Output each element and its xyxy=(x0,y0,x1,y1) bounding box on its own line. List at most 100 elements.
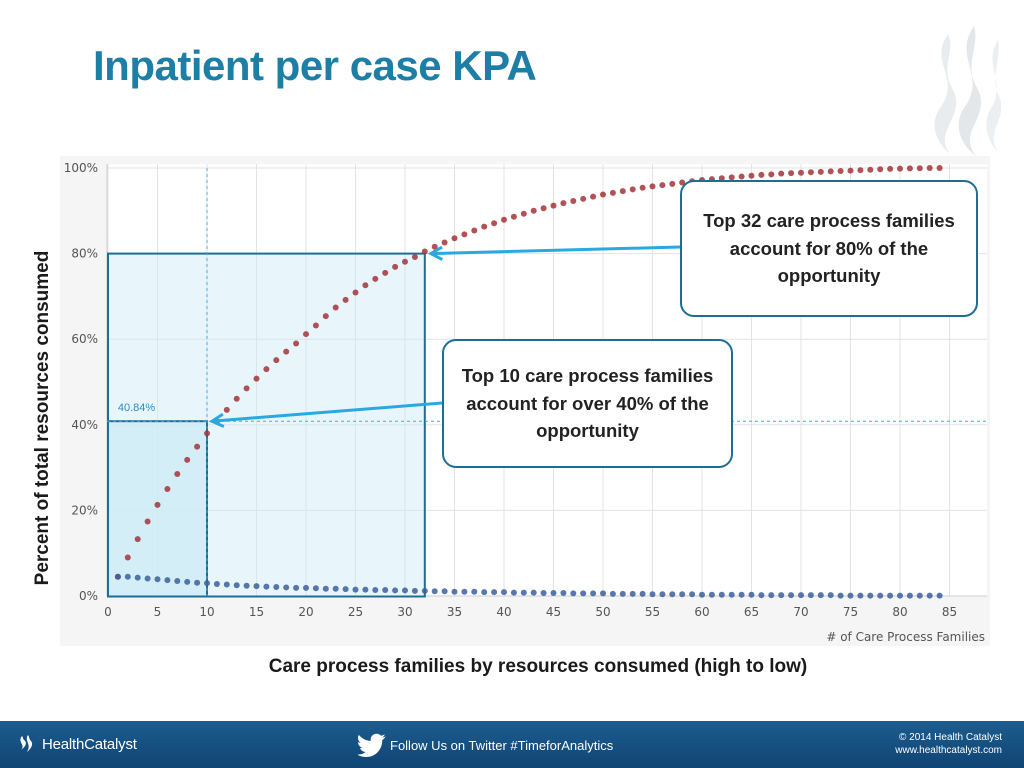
individual-point xyxy=(303,584,309,591)
cumulative-point xyxy=(649,183,656,190)
cumulative-point xyxy=(916,165,923,172)
cumulative-point xyxy=(768,171,775,178)
individual-point xyxy=(431,588,438,595)
x-tick-label: 60 xyxy=(694,605,709,619)
cumulative-point xyxy=(550,202,557,209)
cumulative-point xyxy=(897,165,903,172)
x-tick-label: 15 xyxy=(249,605,264,619)
cumulative-point xyxy=(481,223,488,230)
health-catalyst-logo[interactable]: HealthCatalyst xyxy=(16,734,137,754)
individual-point xyxy=(877,592,884,599)
y-tick-label: 20% xyxy=(71,503,98,517)
individual-point xyxy=(600,590,606,597)
x-tick-label: 40 xyxy=(496,605,511,619)
flame-logo-icon xyxy=(934,26,1002,156)
cumulative-point xyxy=(748,172,755,179)
callout-arrows xyxy=(208,245,681,428)
individual-point xyxy=(708,591,715,598)
cumulative-point xyxy=(441,239,448,246)
cumulative-point xyxy=(461,231,468,238)
twitter-bird-icon xyxy=(358,733,386,757)
x-axis-label: Care process families by resources consu… xyxy=(268,656,808,677)
cumulative-point xyxy=(223,406,230,413)
cumulative-point xyxy=(154,501,161,508)
individual-point xyxy=(629,590,636,597)
individual-point xyxy=(817,592,824,599)
individual-point xyxy=(906,592,913,599)
y-tick-label: 80% xyxy=(71,247,98,261)
individual-point xyxy=(312,585,319,592)
individual-point xyxy=(392,587,399,594)
individual-point xyxy=(273,584,280,591)
cumulative-point xyxy=(204,430,210,437)
individual-point xyxy=(481,589,488,596)
individual-point xyxy=(659,591,666,598)
cumulative-point xyxy=(491,220,498,227)
x-axis-caption: # of Care Process Families xyxy=(826,630,985,644)
x-tick-label: 10 xyxy=(199,605,214,619)
individual-point xyxy=(322,585,329,592)
cumulative-point xyxy=(362,282,369,289)
cumulative-point xyxy=(233,395,240,402)
individual-point xyxy=(649,591,656,598)
cumulative-point xyxy=(510,213,517,220)
cumulative-point xyxy=(807,169,814,176)
individual-point xyxy=(798,592,804,599)
individual-point xyxy=(372,587,379,594)
cumulative-point xyxy=(609,189,616,196)
individual-point xyxy=(897,592,903,599)
copyright-line: © 2014 Health Catalyst xyxy=(899,732,1002,743)
individual-point xyxy=(510,589,517,596)
cumulative-point xyxy=(877,166,884,173)
y-tick-label: 100% xyxy=(64,161,98,175)
cumulative-point xyxy=(669,180,676,187)
cumulative-point xyxy=(303,331,309,338)
individual-point xyxy=(283,584,290,591)
individual-point xyxy=(491,589,498,596)
individual-point xyxy=(738,591,745,598)
individual-point xyxy=(461,588,468,595)
individual-point xyxy=(402,587,408,594)
cumulative-point xyxy=(659,182,666,189)
website-link[interactable]: www.healthcatalyst.com xyxy=(895,745,1002,756)
individual-point xyxy=(689,591,696,598)
cumulative-point xyxy=(857,167,864,174)
x-tick-label: 65 xyxy=(744,605,759,619)
x-tick-label: 30 xyxy=(397,605,412,619)
y-tick-label: 0% xyxy=(79,589,98,603)
individual-point xyxy=(768,592,775,599)
twitter-follow[interactable]: Follow Us on Twitter #TimeforAnalytics xyxy=(358,732,613,758)
cumulative-point xyxy=(837,167,844,174)
highlight-regions xyxy=(107,252,426,598)
individual-point xyxy=(352,586,359,593)
cumulative-point xyxy=(629,186,636,193)
cumulative-point xyxy=(758,171,765,178)
callout-top32: Top 32 care process families account for… xyxy=(680,180,978,317)
cumulative-point xyxy=(570,197,577,204)
cumulative-point xyxy=(778,170,785,177)
individual-point xyxy=(451,588,458,595)
cumulative-point xyxy=(639,184,646,191)
highlight-region xyxy=(107,420,208,598)
cumulative-point xyxy=(194,443,201,450)
individual-point xyxy=(590,590,597,597)
cumulative-point xyxy=(520,210,527,217)
individual-point xyxy=(847,592,854,599)
individual-point xyxy=(114,573,121,580)
cumulative-point xyxy=(263,366,270,373)
cumulative-point xyxy=(798,169,804,176)
individual-point xyxy=(570,590,577,597)
individual-point xyxy=(382,587,389,594)
individual-point xyxy=(471,588,478,595)
cumulative-point xyxy=(174,471,181,478)
cumulative-point xyxy=(718,175,725,182)
individual-point xyxy=(421,587,428,594)
cumulative-point xyxy=(867,166,874,173)
individual-point xyxy=(540,590,547,597)
individual-point xyxy=(926,592,933,599)
cumulative-point xyxy=(164,486,171,492)
x-tick-label: 75 xyxy=(843,605,858,619)
individual-point xyxy=(154,576,161,583)
individual-point xyxy=(837,592,844,599)
cumulative-point xyxy=(243,385,250,392)
